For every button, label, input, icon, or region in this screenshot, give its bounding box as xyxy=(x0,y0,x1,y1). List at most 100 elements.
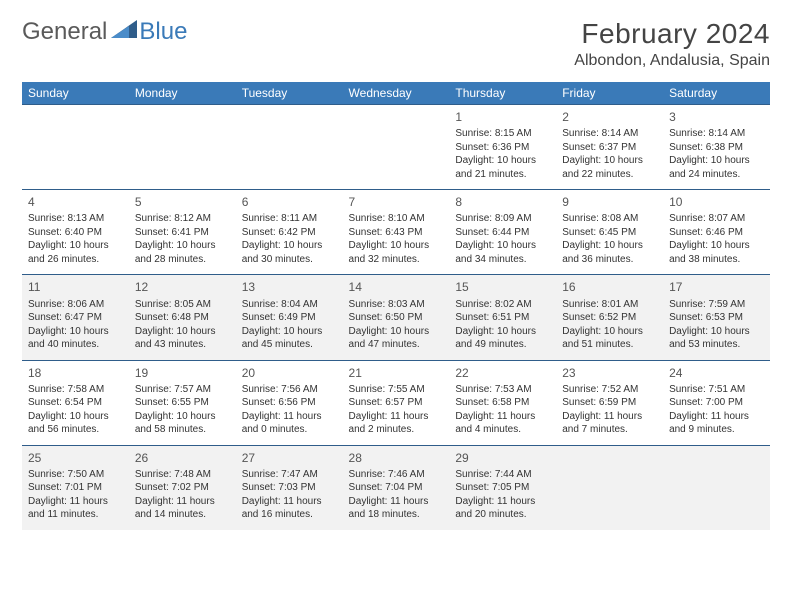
day-header: Sunday xyxy=(22,82,129,105)
daylight-line: Daylight: 11 hours and 16 minutes. xyxy=(242,495,337,522)
sunset-line: Sunset: 6:47 PM xyxy=(28,311,123,325)
calendar-week-row: 25Sunrise: 7:50 AMSunset: 7:01 PMDayligh… xyxy=(22,445,770,530)
sunset-line: Sunset: 6:50 PM xyxy=(349,311,444,325)
day-header: Friday xyxy=(556,82,663,105)
day-number: 13 xyxy=(242,279,337,295)
calendar-day-cell: 26Sunrise: 7:48 AMSunset: 7:02 PMDayligh… xyxy=(129,445,236,530)
daylight-line: Daylight: 10 hours and 22 minutes. xyxy=(562,154,657,181)
calendar-day-cell: 2Sunrise: 8:14 AMSunset: 6:37 PMDaylight… xyxy=(556,105,663,190)
daylight-line: Daylight: 10 hours and 58 minutes. xyxy=(135,410,230,437)
calendar-day-cell: 14Sunrise: 8:03 AMSunset: 6:50 PMDayligh… xyxy=(343,275,450,360)
daylight-line: Daylight: 10 hours and 47 minutes. xyxy=(349,325,444,352)
daylight-line: Daylight: 10 hours and 21 minutes. xyxy=(455,154,550,181)
calendar-day-cell: 25Sunrise: 7:50 AMSunset: 7:01 PMDayligh… xyxy=(22,445,129,530)
sunset-line: Sunset: 7:02 PM xyxy=(135,481,230,495)
sunset-line: Sunset: 6:57 PM xyxy=(349,396,444,410)
sunset-line: Sunset: 6:55 PM xyxy=(135,396,230,410)
sunset-line: Sunset: 6:40 PM xyxy=(28,226,123,240)
sunset-line: Sunset: 6:44 PM xyxy=(455,226,550,240)
calendar-day-cell: 1Sunrise: 8:15 AMSunset: 6:36 PMDaylight… xyxy=(449,105,556,190)
daylight-line: Daylight: 10 hours and 24 minutes. xyxy=(669,154,764,181)
calendar-day-cell: 17Sunrise: 7:59 AMSunset: 6:53 PMDayligh… xyxy=(663,275,770,360)
day-number: 15 xyxy=(455,279,550,295)
calendar-day-cell: 27Sunrise: 7:47 AMSunset: 7:03 PMDayligh… xyxy=(236,445,343,530)
sunset-line: Sunset: 6:43 PM xyxy=(349,226,444,240)
sunrise-line: Sunrise: 8:15 AM xyxy=(455,127,550,141)
sunset-line: Sunset: 6:51 PM xyxy=(455,311,550,325)
daylight-line: Daylight: 11 hours and 0 minutes. xyxy=(242,410,337,437)
calendar-day-cell: 12Sunrise: 8:05 AMSunset: 6:48 PMDayligh… xyxy=(129,275,236,360)
calendar-day-cell: 9Sunrise: 8:08 AMSunset: 6:45 PMDaylight… xyxy=(556,190,663,275)
sunrise-line: Sunrise: 7:46 AM xyxy=(349,468,444,482)
sunset-line: Sunset: 7:00 PM xyxy=(669,396,764,410)
day-number: 16 xyxy=(562,279,657,295)
sunrise-line: Sunrise: 7:56 AM xyxy=(242,383,337,397)
sunset-line: Sunset: 6:45 PM xyxy=(562,226,657,240)
day-number: 6 xyxy=(242,194,337,210)
day-number: 11 xyxy=(28,279,123,295)
day-header-row: Sunday Monday Tuesday Wednesday Thursday… xyxy=(22,82,770,105)
calendar-empty-cell xyxy=(129,105,236,190)
calendar-week-row: 1Sunrise: 8:15 AMSunset: 6:36 PMDaylight… xyxy=(22,105,770,190)
calendar-day-cell: 29Sunrise: 7:44 AMSunset: 7:05 PMDayligh… xyxy=(449,445,556,530)
sunrise-line: Sunrise: 8:02 AM xyxy=(455,298,550,312)
day-number: 14 xyxy=(349,279,444,295)
sunset-line: Sunset: 6:49 PM xyxy=(242,311,337,325)
calendar-empty-cell xyxy=(236,105,343,190)
calendar-day-cell: 13 Sunrise: 8:04 AMSunset: 6:49 PMDayligh… xyxy=(236,275,343,360)
sunrise-line: Sunrise: 7:51 AM xyxy=(669,383,764,397)
day-number: 9 xyxy=(562,194,657,210)
calendar-day-cell: 18Sunrise: 7:58 AMSunset: 6:54 PMDayligh… xyxy=(22,360,129,445)
calendar-day-cell: 6 Sunrise: 8:11 AMSunset: 6:42 PMDaylight… xyxy=(236,190,343,275)
daylight-line: Daylight: 10 hours and 30 minutes. xyxy=(242,239,337,266)
daylight-line: Daylight: 10 hours and 49 minutes. xyxy=(455,325,550,352)
sunset-line: Sunset: 6:36 PM xyxy=(455,141,550,155)
sunrise-line: Sunrise: 8:11 AM xyxy=(242,212,337,226)
sunrise-line: Sunrise: 7:44 AM xyxy=(455,468,550,482)
daylight-line: Daylight: 10 hours and 36 minutes. xyxy=(562,239,657,266)
daylight-line: Daylight: 10 hours and 45 minutes. xyxy=(242,325,337,352)
sunrise-line: Sunrise: 7:50 AM xyxy=(28,468,123,482)
month-title: February 2024 xyxy=(574,18,770,50)
sunrise-line: Sunrise: 8:10 AM xyxy=(349,212,444,226)
daylight-line: Daylight: 11 hours and 20 minutes. xyxy=(455,495,550,522)
calendar-week-row: 4 Sunrise: 8:13 AMSunset: 6:40 PM Daylight… xyxy=(22,190,770,275)
sunset-line: Sunset: 6:46 PM xyxy=(669,226,764,240)
daylight-line: Daylight: 10 hours and 32 minutes. xyxy=(349,239,444,266)
calendar-week-row: 11 Sunrise: 8:06 AMSunset: 6:47 PM Dayligh… xyxy=(22,275,770,360)
sunrise-line: Sunrise: 8:07 AM xyxy=(669,212,764,226)
calendar-day-cell: 28Sunrise: 7:46 AMSunset: 7:04 PMDayligh… xyxy=(343,445,450,530)
daylight-line: Daylight: 11 hours and 18 minutes. xyxy=(349,495,444,522)
day-number: 25 xyxy=(28,450,123,466)
calendar-table: Sunday Monday Tuesday Wednesday Thursday… xyxy=(22,82,770,530)
calendar-day-cell: 3Sunrise: 8:14 AMSunset: 6:38 PMDaylight… xyxy=(663,105,770,190)
sunrise-line: Sunrise: 8:13 AM xyxy=(28,212,123,226)
calendar-day-cell: 22Sunrise: 7:53 AMSunset: 6:58 PMDayligh… xyxy=(449,360,556,445)
calendar-day-cell: 15 Sunrise: 8:02 AMSunset: 6:51 PMDayligh… xyxy=(449,275,556,360)
sunset-line: Sunset: 6:41 PM xyxy=(135,226,230,240)
calendar-day-cell: 19Sunrise: 7:57 AMSunset: 6:55 PMDayligh… xyxy=(129,360,236,445)
sunset-line: Sunset: 6:38 PM xyxy=(669,141,764,155)
sunrise-line: Sunrise: 7:57 AM xyxy=(135,383,230,397)
calendar-day-cell: 11Sunrise: 8:06 AMSunset: 6:47 PMDayligh… xyxy=(22,275,129,360)
page-header: General Blue February 2024 Albondon, And… xyxy=(22,18,770,70)
sunrise-line: Sunrise: 7:47 AM xyxy=(242,468,337,482)
brand-blue: Blue xyxy=(139,18,187,46)
brand-triangle-icon xyxy=(111,20,137,45)
sunrise-line: Sunrise: 8:06 AM xyxy=(28,298,123,312)
title-block: February 2024 Albondon, Andalusia, Spain xyxy=(574,18,770,70)
daylight-line: Daylight: 10 hours and 51 minutes. xyxy=(562,325,657,352)
sunrise-line: Sunrise: 7:59 AM xyxy=(669,298,764,312)
day-number: 4 xyxy=(28,194,123,210)
calendar-empty-cell xyxy=(22,105,129,190)
daylight-line: Daylight: 11 hours and 7 minutes. xyxy=(562,410,657,437)
daylight-line: Daylight: 10 hours and 53 minutes. xyxy=(669,325,764,352)
day-number: 10 xyxy=(669,194,764,210)
sunrise-line: Sunrise: 8:04 AM xyxy=(242,298,337,312)
calendar-day-cell: 5Sunrise: 8:12 AMSunset: 6:41 PMDaylight… xyxy=(129,190,236,275)
sunset-line: Sunset: 6:42 PM xyxy=(242,226,337,240)
calendar-week-row: 18Sunrise: 7:58 AMSunset: 6:54 PMDayligh… xyxy=(22,360,770,445)
day-number: 12 xyxy=(135,279,230,295)
sunset-line: Sunset: 6:58 PM xyxy=(455,396,550,410)
day-number: 3 xyxy=(669,109,764,125)
